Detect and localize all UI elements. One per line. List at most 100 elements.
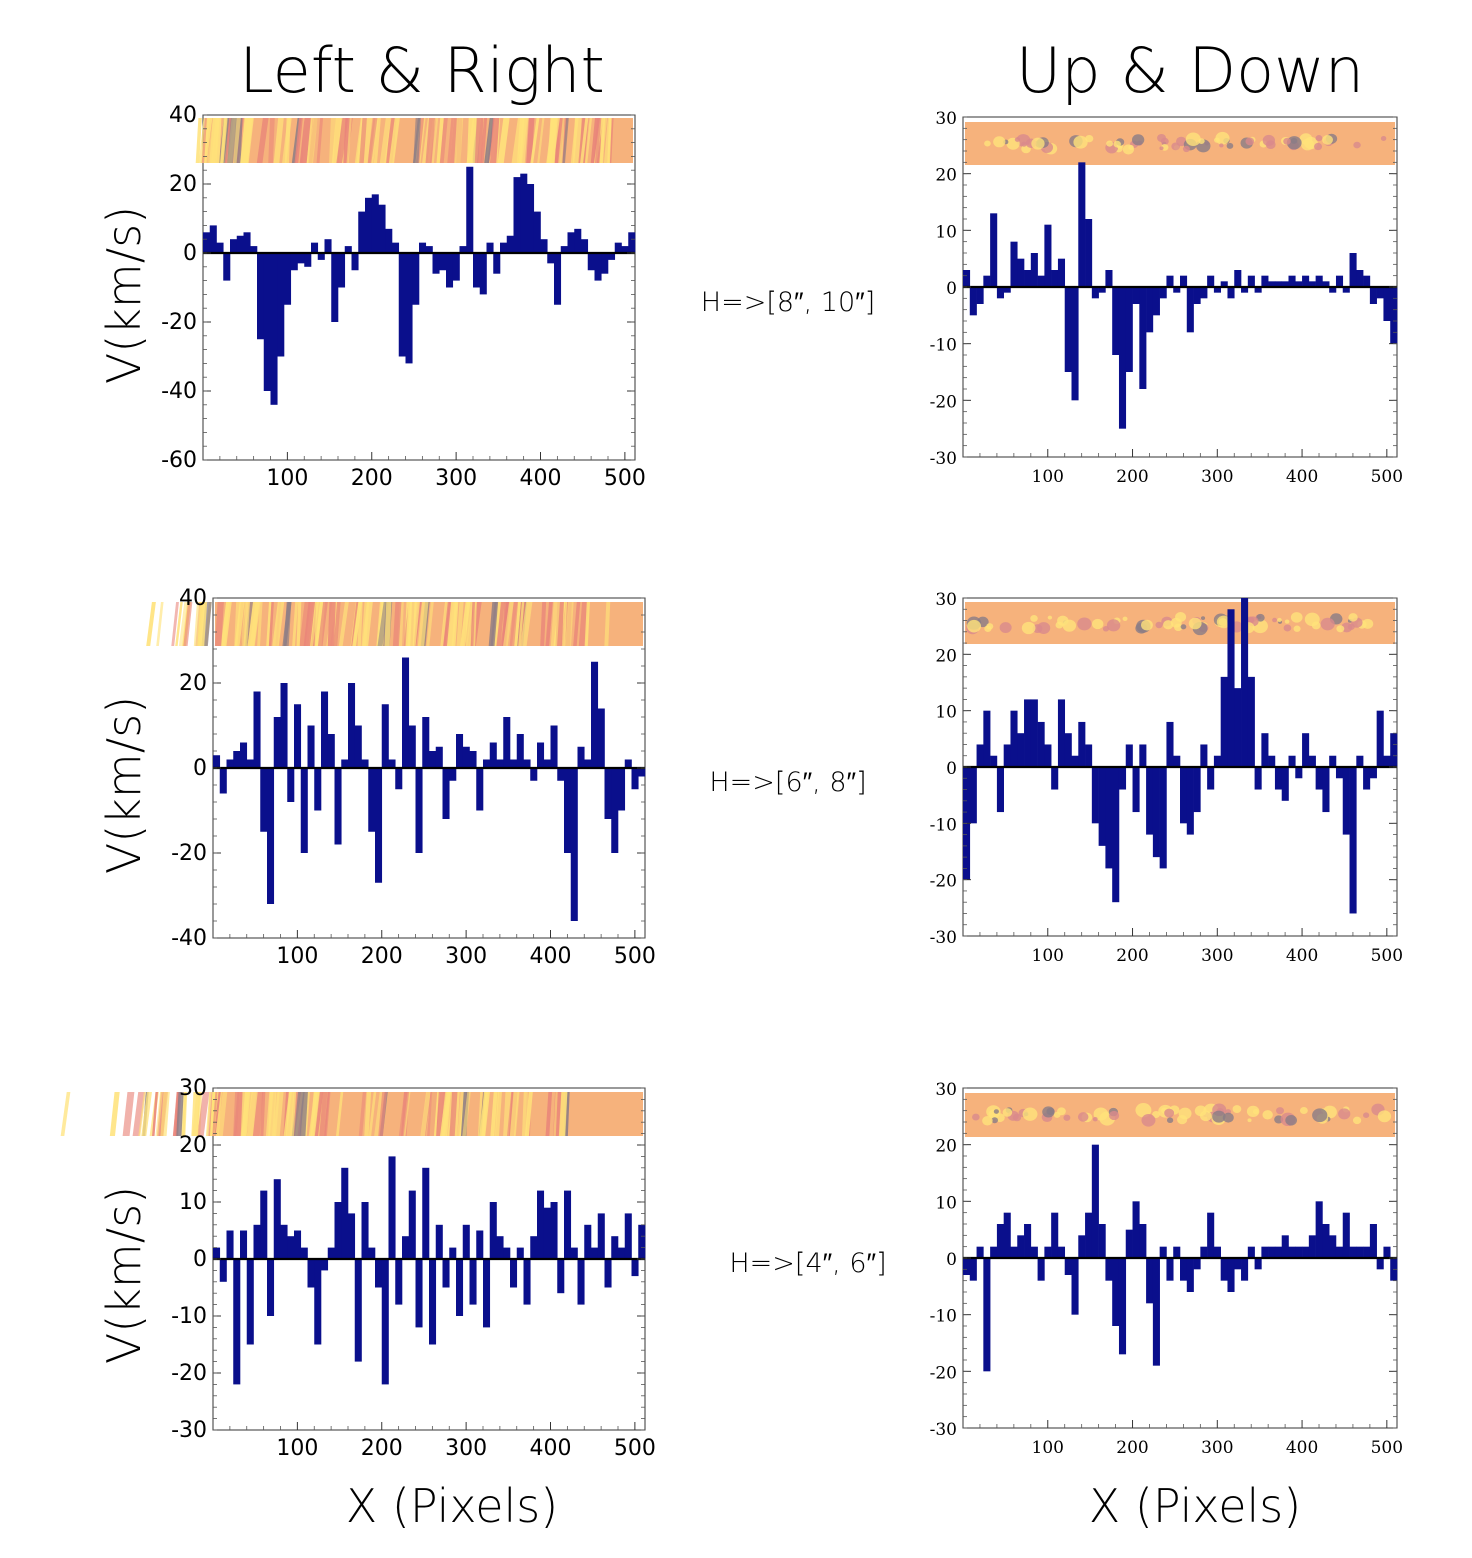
strip-blob	[1377, 1110, 1392, 1123]
bar	[203, 232, 211, 253]
bar	[1390, 733, 1398, 767]
bar	[1064, 287, 1072, 372]
bar	[537, 742, 545, 768]
bar	[371, 194, 379, 253]
strip-blob	[1226, 142, 1234, 149]
bar	[1010, 710, 1018, 767]
y-tick-label: 0	[193, 1247, 207, 1272]
bar	[631, 768, 639, 790]
bar	[611, 768, 619, 853]
bar	[469, 751, 477, 768]
x-tick-label: 500	[1371, 467, 1403, 487]
bar	[1383, 287, 1391, 321]
y-tick-label: -20	[930, 392, 957, 412]
bar	[1003, 1212, 1011, 1258]
bar	[1180, 767, 1188, 824]
strip-blob	[1299, 1106, 1308, 1115]
strip-blob	[1188, 617, 1202, 630]
bar	[510, 759, 518, 768]
bar	[1227, 1258, 1235, 1292]
bar	[351, 253, 359, 271]
bar	[1152, 1258, 1160, 1366]
bar	[1315, 1201, 1323, 1258]
strip-streak	[351, 602, 359, 646]
bar	[1159, 767, 1167, 869]
bar	[1139, 1224, 1147, 1258]
strip-blob	[1037, 622, 1051, 634]
strip-blob	[1246, 1105, 1260, 1117]
strip-streak	[373, 118, 381, 163]
strip-streak	[496, 602, 505, 646]
bar	[476, 768, 484, 811]
bar	[1078, 721, 1086, 767]
bar	[1308, 281, 1316, 287]
strip-blob	[1222, 1112, 1234, 1123]
strip-blob	[982, 1116, 993, 1126]
bar	[408, 1190, 416, 1259]
strip-blob	[1063, 1114, 1071, 1121]
strip-streak	[484, 118, 495, 163]
bar	[1261, 733, 1269, 767]
x-tick-label: 500	[604, 466, 646, 491]
y-tick-label: 10	[935, 222, 957, 242]
bar	[260, 768, 268, 832]
strip-blob	[1160, 137, 1169, 145]
strip-streak	[490, 1092, 498, 1136]
bar	[1186, 287, 1194, 333]
bar	[1010, 1246, 1018, 1258]
strip-blob	[972, 1113, 980, 1121]
bar	[1234, 688, 1242, 767]
bar	[520, 173, 528, 253]
bar	[419, 242, 427, 253]
strip-streak	[293, 1092, 305, 1136]
bar	[294, 1230, 302, 1259]
strip-streak	[495, 1092, 502, 1136]
bar	[1112, 287, 1120, 355]
strip-streak	[368, 1092, 377, 1136]
x-tick-label: 500	[614, 944, 656, 969]
bar	[1030, 1246, 1038, 1258]
strip-streak	[272, 602, 285, 646]
strip-streak	[506, 1092, 515, 1136]
bar	[1051, 1212, 1059, 1258]
bar	[368, 768, 376, 832]
strip-streak	[283, 1092, 289, 1136]
x-tick-label: 100	[1032, 946, 1064, 966]
bar	[1227, 287, 1235, 299]
y-tick-label: 20	[935, 1137, 957, 1157]
bar	[1369, 287, 1377, 304]
bar	[1186, 767, 1194, 835]
y-tick-label: 10	[935, 703, 957, 723]
bar	[1390, 287, 1398, 344]
bar	[1118, 1258, 1127, 1355]
strip-streak	[284, 118, 291, 163]
bar	[476, 1230, 484, 1259]
strip-streak	[268, 602, 274, 646]
strip-streak	[420, 1092, 431, 1136]
bar	[267, 768, 275, 904]
bar	[233, 1259, 241, 1385]
bar	[1268, 281, 1276, 287]
strip-blob	[1077, 1112, 1089, 1122]
bar	[1180, 1258, 1188, 1281]
strip-blob	[1256, 613, 1265, 622]
strip-streak	[520, 602, 533, 646]
bar	[1071, 287, 1079, 401]
strip-streak	[268, 118, 275, 163]
bar	[250, 246, 258, 253]
y-tick-label: -10	[171, 1304, 207, 1329]
bar	[1037, 721, 1045, 767]
bar	[1356, 270, 1364, 287]
bar	[209, 225, 217, 253]
strip-streak	[604, 602, 611, 646]
strip-streak	[518, 602, 525, 646]
strip-streak	[146, 602, 156, 646]
y-tick-label: 0	[946, 279, 957, 299]
strip-streak	[526, 118, 535, 163]
bar	[469, 1259, 477, 1305]
bar	[1302, 733, 1310, 767]
strip-streak	[518, 118, 525, 163]
